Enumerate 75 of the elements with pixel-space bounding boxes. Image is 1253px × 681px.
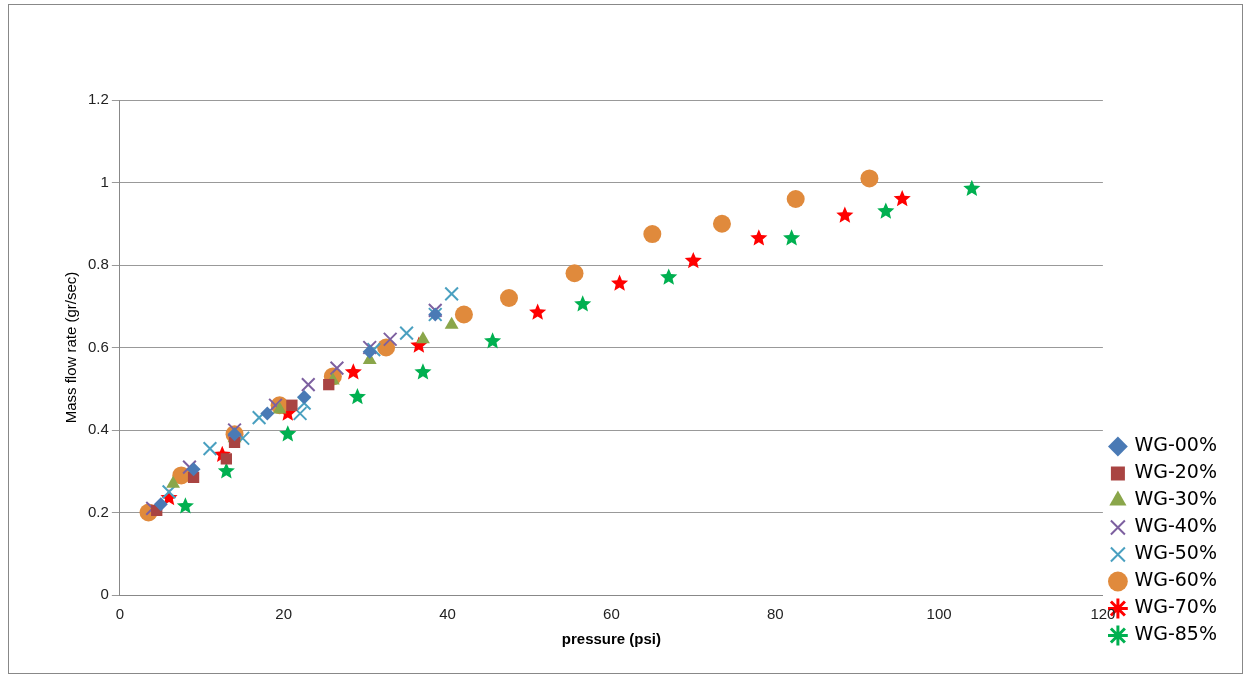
point — [684, 251, 702, 269]
x-tick-label: 0 — [115, 605, 125, 623]
point — [260, 406, 275, 421]
point — [565, 264, 584, 283]
point — [366, 342, 382, 357]
point — [297, 390, 312, 404]
point — [220, 453, 233, 465]
point — [362, 344, 377, 359]
point — [414, 363, 432, 380]
y-tick-label: 0.6 — [87, 337, 109, 355]
legend-label: WG-30% — [1134, 487, 1218, 510]
x-tick-label: 40 — [439, 605, 456, 623]
legend-label: WG-40% — [1134, 514, 1218, 537]
point — [217, 462, 235, 479]
point — [161, 484, 177, 500]
y-tick-label: 0.2 — [87, 502, 109, 520]
point — [202, 441, 218, 456]
point — [186, 462, 201, 477]
legend-label: WG-00% — [1134, 433, 1218, 456]
legend-label: WG-50% — [1134, 541, 1218, 564]
y-tick-label: 0.4 — [87, 420, 109, 438]
y-tick-label: 1.2 — [87, 90, 109, 108]
point — [329, 360, 345, 376]
point — [182, 459, 197, 475]
point — [153, 497, 168, 512]
y-tick-label: 0.8 — [87, 255, 109, 273]
point — [416, 331, 430, 344]
y-axis-title: Mass flow rate (gr/sec) — [62, 271, 80, 424]
x-tick-label: 120 — [1090, 605, 1116, 623]
point — [484, 332, 502, 349]
x-tick-label: 20 — [275, 605, 293, 623]
point — [643, 225, 662, 244]
x-tick-label: 80 — [766, 605, 784, 623]
point — [444, 316, 459, 329]
point — [877, 202, 895, 219]
point — [499, 289, 518, 307]
point — [251, 410, 267, 425]
point — [323, 378, 335, 391]
point — [712, 214, 731, 233]
point — [300, 377, 316, 392]
point — [963, 179, 981, 196]
point — [286, 399, 298, 411]
x-tick-label: 60 — [603, 605, 620, 623]
point — [166, 475, 181, 488]
point — [660, 268, 678, 285]
point — [750, 229, 768, 246]
point — [574, 295, 592, 312]
point — [611, 274, 629, 291]
x-tick-label: 100 — [926, 605, 952, 623]
point — [399, 325, 414, 341]
point — [860, 169, 879, 188]
point — [344, 363, 362, 380]
point — [783, 229, 801, 246]
point — [786, 190, 805, 208]
point — [454, 305, 473, 324]
point — [382, 331, 398, 347]
point — [836, 206, 854, 223]
y-tick-label: 0 — [100, 585, 109, 603]
legend-label: WG-60% — [1134, 568, 1218, 591]
legend-label: WG-85% — [1134, 622, 1218, 645]
point — [348, 388, 366, 405]
legend-label: WG-70% — [1134, 595, 1218, 618]
point — [296, 395, 312, 411]
y-tick-label: 1 — [100, 172, 109, 190]
point — [427, 303, 443, 318]
point — [529, 303, 547, 320]
point — [444, 286, 459, 302]
legend-label: WG-20% — [1134, 460, 1218, 483]
point — [292, 406, 308, 421]
point — [893, 190, 911, 207]
point — [176, 497, 194, 514]
x-axis-title: pressure (psi) — [561, 630, 661, 648]
point — [279, 425, 297, 442]
point — [268, 397, 283, 413]
point — [272, 401, 287, 414]
